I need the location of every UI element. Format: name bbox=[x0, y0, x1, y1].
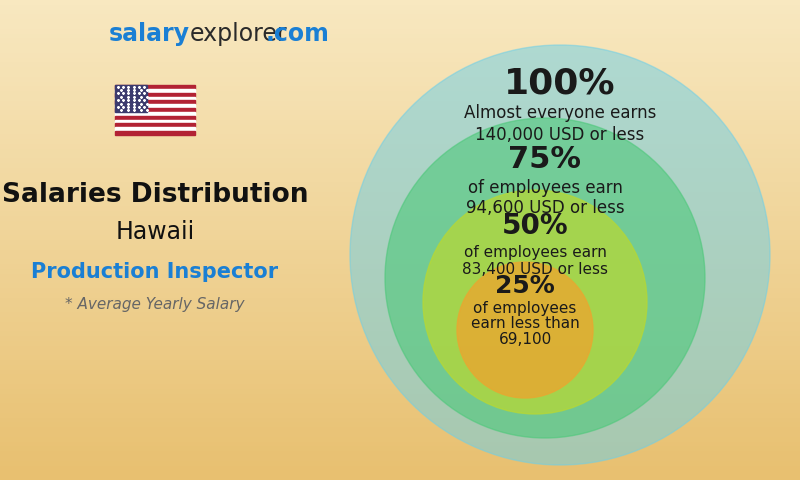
Bar bbox=[115, 123, 195, 127]
Bar bbox=[115, 93, 195, 96]
Text: of employees earn: of employees earn bbox=[467, 179, 622, 197]
Text: * Average Yearly Salary: * Average Yearly Salary bbox=[66, 298, 245, 312]
Text: of employees: of employees bbox=[474, 300, 577, 315]
Text: 75%: 75% bbox=[509, 145, 582, 175]
Bar bbox=[115, 104, 195, 108]
Bar bbox=[115, 127, 195, 131]
Bar bbox=[115, 120, 195, 123]
Bar bbox=[115, 108, 195, 112]
Text: Salaries Distribution: Salaries Distribution bbox=[2, 182, 308, 208]
Text: earn less than: earn less than bbox=[470, 316, 579, 332]
Text: explorer: explorer bbox=[190, 22, 288, 46]
Ellipse shape bbox=[457, 262, 593, 398]
Bar bbox=[115, 96, 195, 100]
Text: Hawaii: Hawaii bbox=[115, 220, 194, 244]
Bar bbox=[115, 85, 147, 112]
Text: 83,400 USD or less: 83,400 USD or less bbox=[462, 263, 608, 277]
Ellipse shape bbox=[350, 45, 770, 465]
Text: salary: salary bbox=[109, 22, 190, 46]
Ellipse shape bbox=[385, 118, 705, 438]
Text: 69,100: 69,100 bbox=[498, 333, 552, 348]
Text: 25%: 25% bbox=[495, 274, 555, 298]
Bar bbox=[115, 85, 195, 89]
Ellipse shape bbox=[423, 190, 647, 414]
Text: .com: .com bbox=[266, 22, 330, 46]
Text: 100%: 100% bbox=[504, 66, 616, 100]
Bar bbox=[115, 89, 195, 93]
Bar bbox=[115, 116, 195, 120]
Bar bbox=[115, 100, 195, 104]
Text: 94,600 USD or less: 94,600 USD or less bbox=[466, 199, 624, 217]
Text: 50%: 50% bbox=[502, 212, 568, 240]
Bar bbox=[115, 131, 195, 135]
Text: Almost everyone earns: Almost everyone earns bbox=[464, 104, 656, 122]
Text: 140,000 USD or less: 140,000 USD or less bbox=[475, 126, 645, 144]
Text: Production Inspector: Production Inspector bbox=[31, 262, 278, 282]
Bar bbox=[115, 112, 195, 116]
Text: of employees earn: of employees earn bbox=[463, 244, 606, 260]
